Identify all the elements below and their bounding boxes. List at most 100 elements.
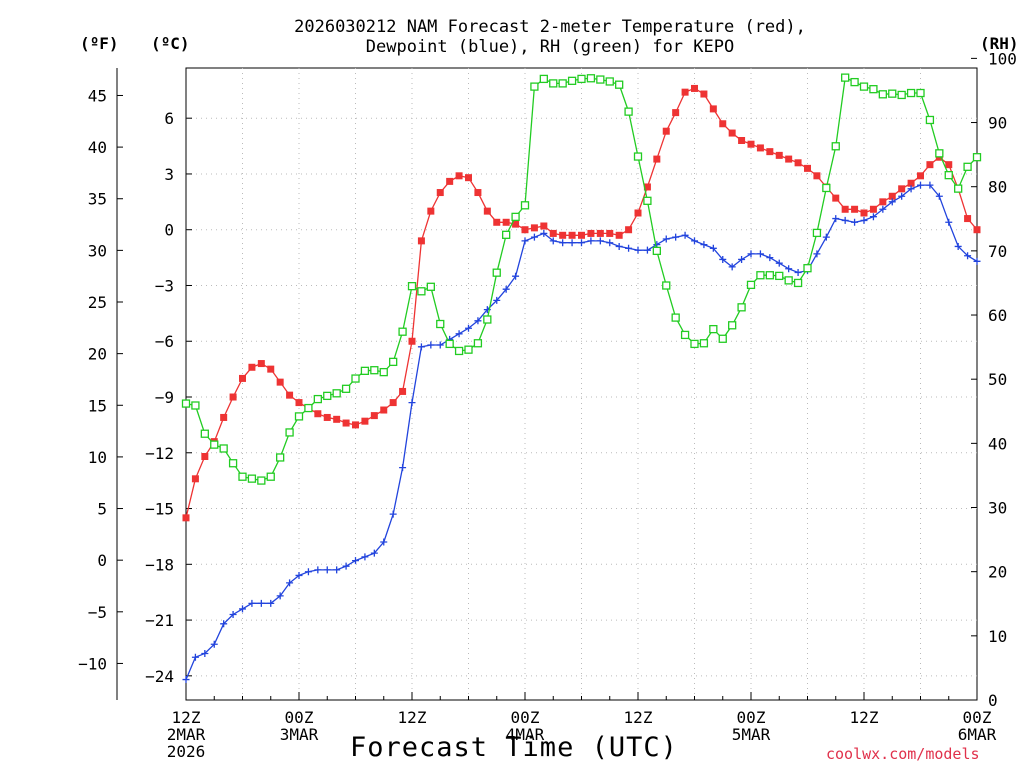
celsius-axis-label: (ºC)	[151, 34, 190, 53]
temperature-point	[747, 140, 755, 148]
rh-point	[709, 324, 718, 334]
rh-point	[238, 472, 247, 481]
dewpoint-line	[185, 184, 978, 680]
dewpoint-point	[333, 566, 341, 574]
dewpoint-point	[304, 568, 312, 576]
x-tick-label: 12Z	[624, 708, 653, 727]
credit-link[interactable]: coolwx.com/models	[826, 745, 980, 763]
temperature-point	[455, 172, 463, 180]
temperature-point	[502, 218, 510, 226]
temperature-point	[493, 218, 501, 226]
rh-point	[841, 73, 850, 82]
temperature-point	[813, 172, 821, 180]
rh-point	[200, 429, 209, 438]
temperature-point	[625, 226, 633, 234]
fahrenheit-tick-label: 30	[88, 241, 107, 260]
celsius-tick-label: −9	[155, 388, 174, 407]
rh-point	[285, 428, 294, 437]
temperature-point	[286, 391, 294, 399]
x-axis-title: Forecast Time (UTC)	[350, 732, 678, 763]
dewpoint-point	[549, 237, 557, 245]
rh-point	[492, 268, 501, 277]
dewpoint-point	[898, 192, 906, 200]
fahrenheit-tick-label: 40	[88, 138, 107, 157]
rh-point	[520, 201, 530, 210]
rh-point	[935, 149, 944, 158]
temperature-point	[342, 419, 350, 427]
fahrenheit-tick-label: 35	[88, 190, 107, 209]
rh-point	[436, 319, 445, 329]
dewpoint-point	[568, 239, 576, 247]
dewpoint-point	[747, 250, 755, 258]
dewpoint-point	[502, 285, 510, 293]
dewpoint-point	[785, 265, 793, 273]
temperature-point	[559, 231, 567, 239]
x-tick-label: 6MAR	[958, 725, 997, 744]
temperature-point	[615, 231, 623, 239]
dewpoint-point	[681, 231, 689, 239]
temperature-point	[323, 413, 331, 421]
temperature-point	[926, 161, 934, 169]
dewpoint-point	[380, 538, 388, 546]
dewpoint-point	[700, 241, 708, 249]
temperature-point	[399, 387, 407, 395]
rh-point	[643, 196, 652, 205]
celsius-tick-label: −6	[155, 332, 174, 351]
rh-point	[549, 79, 558, 88]
dewpoint-point	[662, 235, 670, 243]
dewpoint-point	[738, 255, 746, 263]
rh-point	[737, 303, 746, 312]
temperature-point	[907, 179, 915, 187]
temperature-point	[333, 415, 341, 423]
celsius-tick-label: −21	[145, 611, 174, 630]
temperature-point	[719, 120, 727, 128]
temperature-point	[879, 198, 887, 206]
dewpoint-point	[276, 592, 284, 600]
rh-point	[276, 453, 285, 462]
dewpoint-point	[719, 255, 727, 263]
temperature-point	[756, 144, 764, 152]
rh-point	[671, 313, 680, 322]
temperature-point	[832, 194, 840, 202]
temperature-point	[681, 88, 689, 96]
temperature-point	[596, 229, 604, 237]
rh-point	[878, 90, 887, 99]
rh-point	[181, 399, 191, 408]
dewpoint-point	[361, 553, 369, 561]
temperature-point	[248, 363, 256, 371]
rh-point	[407, 282, 417, 291]
temperature-point	[973, 226, 981, 234]
rh-point	[784, 276, 793, 285]
temperature-point	[945, 161, 953, 169]
dewpoint-point	[474, 317, 482, 325]
celsius-tick-label: −24	[145, 667, 174, 686]
dewpoint-point	[822, 233, 830, 241]
temperature-point	[672, 109, 680, 117]
rh-point	[615, 80, 624, 89]
temperature-point	[182, 514, 190, 522]
temperature-point	[794, 159, 802, 167]
dewpoint-point	[973, 257, 981, 265]
rh-tick-label: 60	[988, 306, 1007, 325]
rh-point	[351, 374, 360, 383]
dewpoint-point	[342, 562, 350, 570]
rh-point	[690, 339, 699, 349]
x-tick-label: 12Z	[850, 708, 879, 727]
rh-point	[313, 394, 322, 404]
rh-point	[728, 321, 737, 330]
dewpoint-point	[521, 237, 529, 245]
temperature-point	[417, 237, 425, 245]
rh-point	[323, 391, 332, 401]
celsius-tick-label: 0	[164, 221, 174, 240]
temperature-point	[578, 231, 585, 239]
fahrenheit-tick-label: 45	[88, 86, 107, 105]
rh-point	[341, 384, 351, 393]
temperature-point	[229, 393, 237, 401]
dewpoint-point	[634, 246, 642, 254]
dewpoint-point	[352, 557, 359, 565]
x-tick-label: 3MAR	[280, 725, 319, 744]
rh-point	[370, 366, 379, 375]
temperature-point	[851, 205, 859, 213]
fahrenheit-tick-label: 0	[97, 551, 107, 570]
dewpoint-point	[775, 259, 783, 267]
